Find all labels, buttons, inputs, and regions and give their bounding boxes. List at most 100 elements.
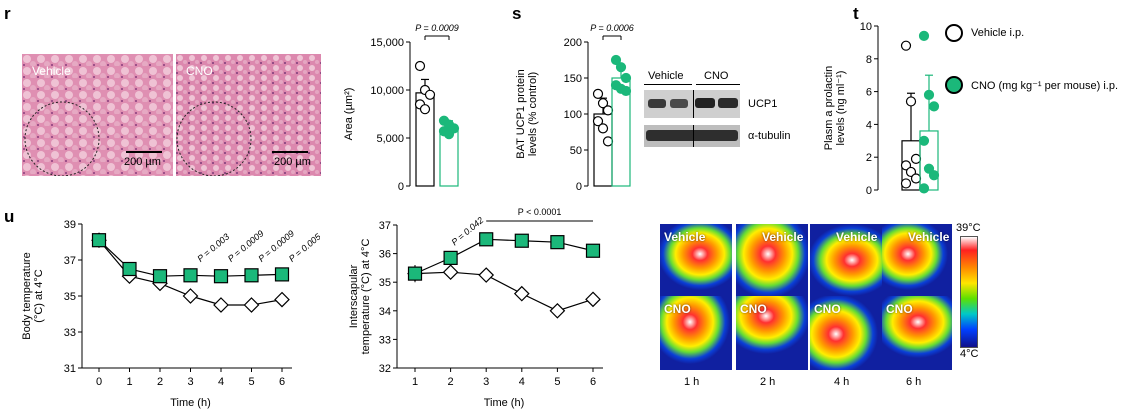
thermal-image-grid: Vehicle Vehicle Vehicle Vehicle CNO CNO CNO CNO… — [660, 220, 960, 410]
thermal-vehicle-label: Vehicle — [836, 230, 878, 244]
data-point-cno — [443, 250, 458, 265]
y-tick-label: 10,000 — [370, 85, 404, 97]
data-point — [905, 166, 917, 178]
y-tick-label: 37 — [379, 220, 391, 232]
thermal-time-label: 6 h — [906, 376, 922, 388]
data-point-vehicle — [478, 267, 495, 283]
data-point-cno — [122, 261, 137, 277]
x-tick-label: 5 — [554, 376, 560, 388]
micrograph-vehicle-label: Vehicle — [32, 64, 71, 78]
data-point — [923, 163, 935, 174]
thermal-image: CNO — [882, 296, 952, 370]
thermal-image: CNO — [736, 296, 808, 370]
data-point — [615, 62, 627, 73]
thermal-image: CNO — [660, 296, 732, 370]
data-point-vehicle — [182, 288, 199, 304]
data-point — [592, 88, 604, 99]
data-point — [620, 85, 632, 97]
p-value-label: P < 0.0001 — [518, 207, 562, 217]
thermal-vehicle-label: Vehicle — [908, 230, 950, 244]
x-tick-label: 6 — [590, 376, 596, 388]
ucp1-band-strip — [644, 90, 740, 118]
tissue-texture-cno — [176, 54, 321, 176]
y-tick-label: 35 — [379, 277, 391, 289]
thermal-scale-max: 39°C — [956, 222, 981, 234]
data-point-cno — [213, 269, 229, 284]
thermal-cno-label: CNO — [664, 302, 691, 316]
micrograph-cno-label: CNO — [186, 64, 213, 78]
y-tick-label: 100 — [564, 109, 582, 121]
data-point — [900, 160, 912, 171]
y-tick-label: 200 — [564, 37, 582, 49]
panel-letter-u: u — [4, 207, 15, 226]
thermal-vehicle-label: Vehicle — [762, 230, 804, 244]
blot-cno-label: CNO — [704, 70, 729, 82]
thermal-image: CNO — [810, 296, 882, 370]
thermal-time-label: 1 h — [684, 376, 700, 388]
data-point — [602, 136, 614, 147]
y-tick-label: 8 — [866, 54, 872, 66]
x-tick-label: 0 — [96, 376, 102, 388]
thermal-image: Vehicle — [660, 224, 732, 298]
data-point-cno — [514, 233, 529, 248]
x-tick-label: 4 — [519, 376, 525, 388]
y-tick-label: 0 — [866, 185, 872, 197]
y-axis-label: Interscapular — [348, 264, 360, 328]
tubulin-label: α-tubulin — [748, 130, 791, 142]
x-tick-label: 1 — [126, 376, 132, 388]
y-tick-label: 35 — [64, 291, 76, 303]
ucp1-label: UCP1 — [748, 98, 778, 110]
y-tick-label: 31 — [64, 363, 76, 375]
y-tick-label: 33 — [379, 334, 391, 346]
thermal-scale-min: 4°C — [960, 348, 979, 360]
y-tick-label: 2 — [866, 152, 872, 164]
data-point — [597, 123, 609, 134]
western-blot: Vehicle CNO UCP1 α-tubulin — [640, 60, 820, 160]
y-tick-label: 4 — [866, 119, 872, 131]
data-point — [910, 173, 922, 184]
data-point-cno — [407, 266, 423, 281]
data-point — [602, 105, 614, 116]
y-axis-label: levels (% control) — [527, 72, 539, 156]
data-point — [424, 89, 436, 100]
p-value-label: P = 0.0006 — [590, 23, 633, 33]
x-tick-label: 2 — [448, 376, 454, 388]
data-point — [414, 60, 426, 72]
thermal-image: Vehicle — [736, 224, 808, 298]
data-point — [918, 183, 930, 194]
legend-open-circle-icon — [945, 24, 963, 42]
series-line-cno — [414, 238, 594, 275]
data-point — [610, 54, 622, 66]
p-value-label: P = 0.0009 — [415, 24, 458, 33]
legend-vehicle: Vehicle i.p. — [945, 24, 1024, 42]
legend-cno-label: CNO (mg kg⁻¹ per mouse) i.p. — [971, 79, 1119, 92]
data-point-vehicle — [513, 285, 530, 302]
thermal-time-label: 2 h — [760, 376, 776, 388]
data-point-cno — [479, 232, 494, 247]
y-tick-label: 0 — [576, 181, 582, 193]
series-line-vehicle — [414, 271, 594, 312]
tubulin-band-strip — [644, 125, 740, 147]
x-tick-label: 4 — [218, 376, 224, 388]
prolactin-bar-chart: 0 2 4 6 8 10 Plasm a prolactin levels (ng ml⁻¹) — [823, 21, 940, 197]
y-tick-label: 5,000 — [376, 133, 404, 145]
data-point-vehicle — [585, 291, 601, 308]
blot-cno-line — [696, 84, 740, 85]
y-tick-label: 33 — [64, 327, 76, 339]
thermal-color-scale — [960, 236, 978, 348]
panel-letter-s: s — [512, 4, 522, 23]
scale-bar-label: 200 µm — [124, 156, 161, 168]
p-value-label: P = 0.003 — [195, 232, 231, 264]
data-point — [928, 170, 940, 181]
data-point — [910, 153, 922, 164]
x-tick-label: 6 — [279, 376, 285, 388]
thermal-image: Vehicle — [882, 224, 952, 298]
x-axis-label: Time (h) — [170, 397, 211, 409]
micrograph-vehicle: Vehicle 200 µm — [22, 54, 173, 176]
data-point-vehicle — [213, 297, 229, 313]
y-axis-label: temperature (°C) at 4°C — [360, 239, 372, 355]
y-tick-label: 150 — [564, 73, 582, 85]
data-point — [918, 135, 930, 146]
scale-bar-label: 200 µm — [274, 156, 311, 168]
y-axis-label: BAT UCP1 protein — [515, 69, 527, 158]
